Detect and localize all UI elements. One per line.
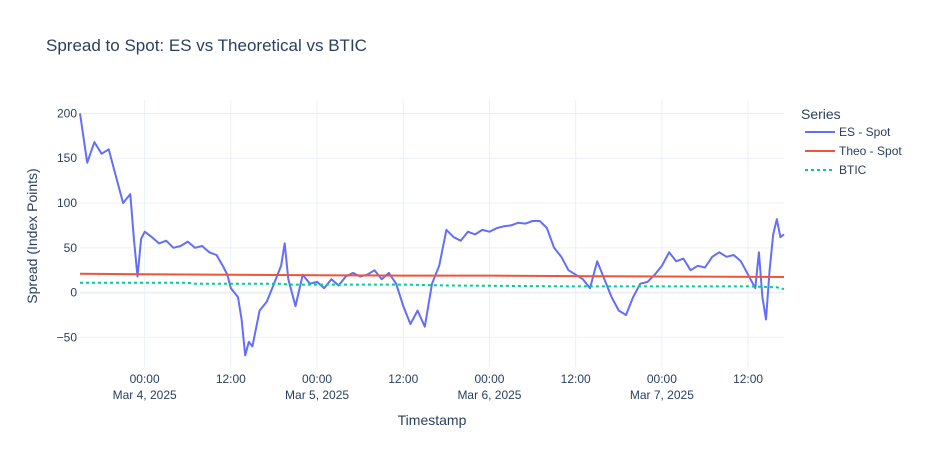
- x-tick-sublabel: Mar 7, 2025: [630, 388, 694, 402]
- x-tick-sublabel: Mar 4, 2025: [113, 388, 177, 402]
- series-line-1: [79, 113, 785, 357]
- x-tick-label: 00:00: [474, 372, 504, 386]
- x-tick-label: 00:00: [130, 372, 160, 386]
- x-axis: 00:00 Mar 4, 2025 12:00 00:00 Mar 5, 2025 12:…: [113, 372, 764, 402]
- chart-title: Spread to Spot: ES vs Theoretical vs BTI…: [46, 36, 367, 55]
- y-axis-title: Spread (Index Points): [24, 168, 40, 303]
- x-tick-label: 12:00: [388, 372, 418, 386]
- legend-item-label: ES - Spot: [839, 125, 891, 139]
- series-line-2: [79, 272, 785, 278]
- x-tick-label: 12:00: [733, 372, 763, 386]
- grid: [80, 100, 784, 367]
- x-axis-title: Timestamp: [398, 412, 467, 428]
- x-tick-label: 12:00: [216, 372, 246, 386]
- legend-title: Series: [801, 106, 841, 122]
- x-tick-label: 00:00: [647, 372, 677, 386]
- y-tick-label: 100: [57, 196, 77, 210]
- x-tick-label: 00:00: [302, 372, 332, 386]
- plot-area: [79, 113, 785, 357]
- x-tick-sublabel: Mar 5, 2025: [285, 388, 349, 402]
- y-tick-label: −50: [57, 330, 78, 344]
- y-tick-label: 50: [64, 241, 78, 255]
- x-tick-sublabel: Mar 6, 2025: [457, 388, 521, 402]
- y-tick-label: 0: [70, 286, 77, 300]
- legend-item-label: Theo - Spot: [839, 144, 902, 158]
- y-axis: −50 0 50 100 150 200: [57, 106, 78, 344]
- legend: Series ES - Spot Theo - Spot BTIC: [801, 106, 902, 177]
- x-tick-label: 12:00: [561, 372, 591, 386]
- legend-item-label: BTIC: [839, 163, 867, 177]
- y-tick-label: 150: [57, 151, 77, 165]
- y-tick-label: 200: [57, 106, 77, 120]
